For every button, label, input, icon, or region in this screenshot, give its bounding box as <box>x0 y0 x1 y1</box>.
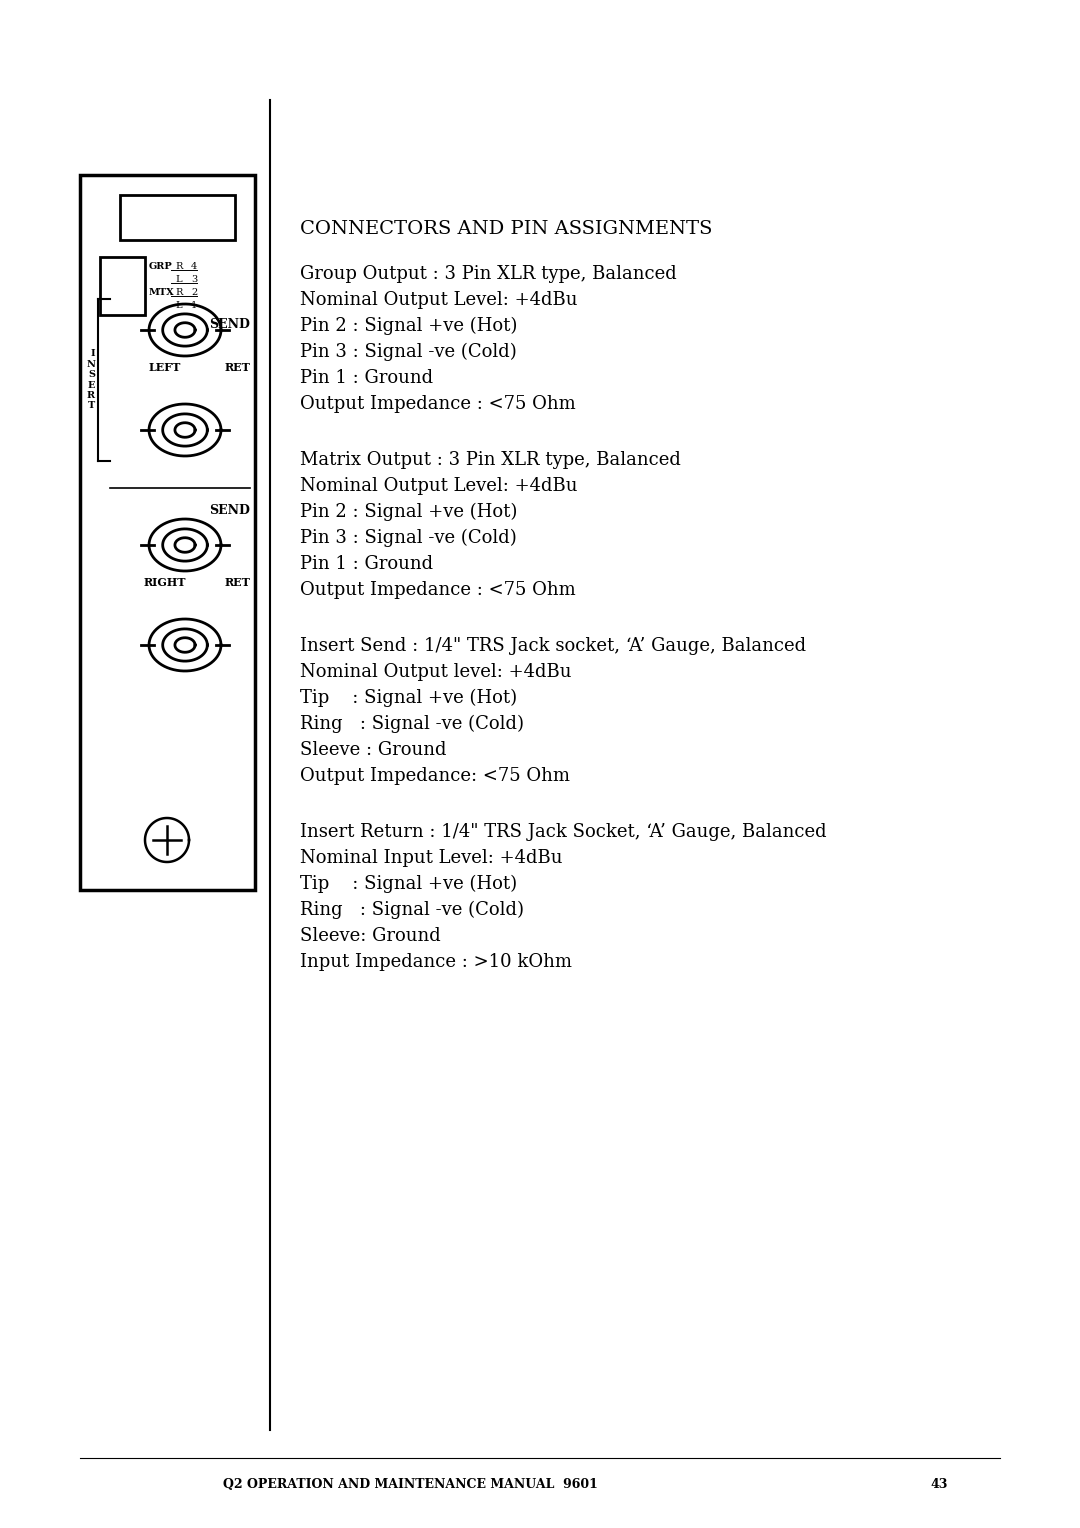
Text: I
N
S
E
R
T: I N S E R T <box>86 350 95 411</box>
Text: Output Impedance: <75 Ohm: Output Impedance: <75 Ohm <box>300 767 570 785</box>
Text: LEFT: LEFT <box>149 362 181 373</box>
Text: L: L <box>175 275 181 284</box>
Text: Nominal Output Level: +4dBu: Nominal Output Level: +4dBu <box>300 477 578 495</box>
Text: L: L <box>175 301 181 310</box>
Text: CONNECTORS AND PIN ASSIGNMENTS: CONNECTORS AND PIN ASSIGNMENTS <box>300 220 713 238</box>
Text: Pin 2 : Signal +ve (Hot): Pin 2 : Signal +ve (Hot) <box>300 503 517 521</box>
Text: Pin 1 : Ground: Pin 1 : Ground <box>300 555 433 573</box>
Text: Ring   : Signal -ve (Cold): Ring : Signal -ve (Cold) <box>300 715 524 733</box>
Text: Nominal Output Level: +4dBu: Nominal Output Level: +4dBu <box>300 290 578 309</box>
Text: Pin 1 : Ground: Pin 1 : Ground <box>300 368 433 387</box>
Text: Tip    : Signal +ve (Hot): Tip : Signal +ve (Hot) <box>300 689 517 707</box>
Text: Output Impedance : <75 Ohm: Output Impedance : <75 Ohm <box>300 396 576 413</box>
Text: 3: 3 <box>191 275 198 284</box>
Text: Output Impedance : <75 Ohm: Output Impedance : <75 Ohm <box>300 581 576 599</box>
Bar <box>120 196 235 240</box>
Text: Nominal Input Level: +4dBu: Nominal Input Level: +4dBu <box>300 850 563 866</box>
Text: Insert Send : 1/4" TRS Jack socket, ‘A’ Gauge, Balanced: Insert Send : 1/4" TRS Jack socket, ‘A’ … <box>300 637 806 656</box>
Text: Pin 3 : Signal -ve (Cold): Pin 3 : Signal -ve (Cold) <box>300 342 516 361</box>
Text: Matrix Output : 3 Pin XLR type, Balanced: Matrix Output : 3 Pin XLR type, Balanced <box>300 451 680 469</box>
Text: RIGHT: RIGHT <box>144 578 186 588</box>
Text: 2: 2 <box>191 287 198 296</box>
Text: RET: RET <box>225 578 249 588</box>
Text: Nominal Output level: +4dBu: Nominal Output level: +4dBu <box>300 663 571 681</box>
Text: Input Impedance : >10 kOhm: Input Impedance : >10 kOhm <box>300 953 572 970</box>
Text: Group Output : 3 Pin XLR type, Balanced: Group Output : 3 Pin XLR type, Balanced <box>300 264 677 283</box>
Text: Tip    : Signal +ve (Hot): Tip : Signal +ve (Hot) <box>300 876 517 894</box>
Text: 43: 43 <box>931 1478 948 1491</box>
Text: Insert Return : 1/4" TRS Jack Socket, ‘A’ Gauge, Balanced: Insert Return : 1/4" TRS Jack Socket, ‘A… <box>300 824 826 840</box>
Text: SEND: SEND <box>210 318 249 332</box>
Text: 1: 1 <box>191 301 198 310</box>
Text: 4: 4 <box>191 261 198 270</box>
Text: Ring   : Signal -ve (Cold): Ring : Signal -ve (Cold) <box>300 902 524 920</box>
Text: MTX: MTX <box>149 287 175 296</box>
Text: GRP: GRP <box>149 261 173 270</box>
Text: R: R <box>175 261 183 270</box>
Bar <box>100 257 145 315</box>
Text: Q2 OPERATION AND MAINTENANCE MANUAL  9601: Q2 OPERATION AND MAINTENANCE MANUAL 9601 <box>222 1478 598 1491</box>
Text: RET: RET <box>225 362 249 373</box>
Text: Pin 2 : Signal +ve (Hot): Pin 2 : Signal +ve (Hot) <box>300 316 517 335</box>
Text: R: R <box>175 287 183 296</box>
Text: Sleeve: Ground: Sleeve: Ground <box>300 927 441 944</box>
Text: SEND: SEND <box>210 504 249 516</box>
Text: Sleeve : Ground: Sleeve : Ground <box>300 741 446 759</box>
Text: Pin 3 : Signal -ve (Cold): Pin 3 : Signal -ve (Cold) <box>300 529 516 547</box>
